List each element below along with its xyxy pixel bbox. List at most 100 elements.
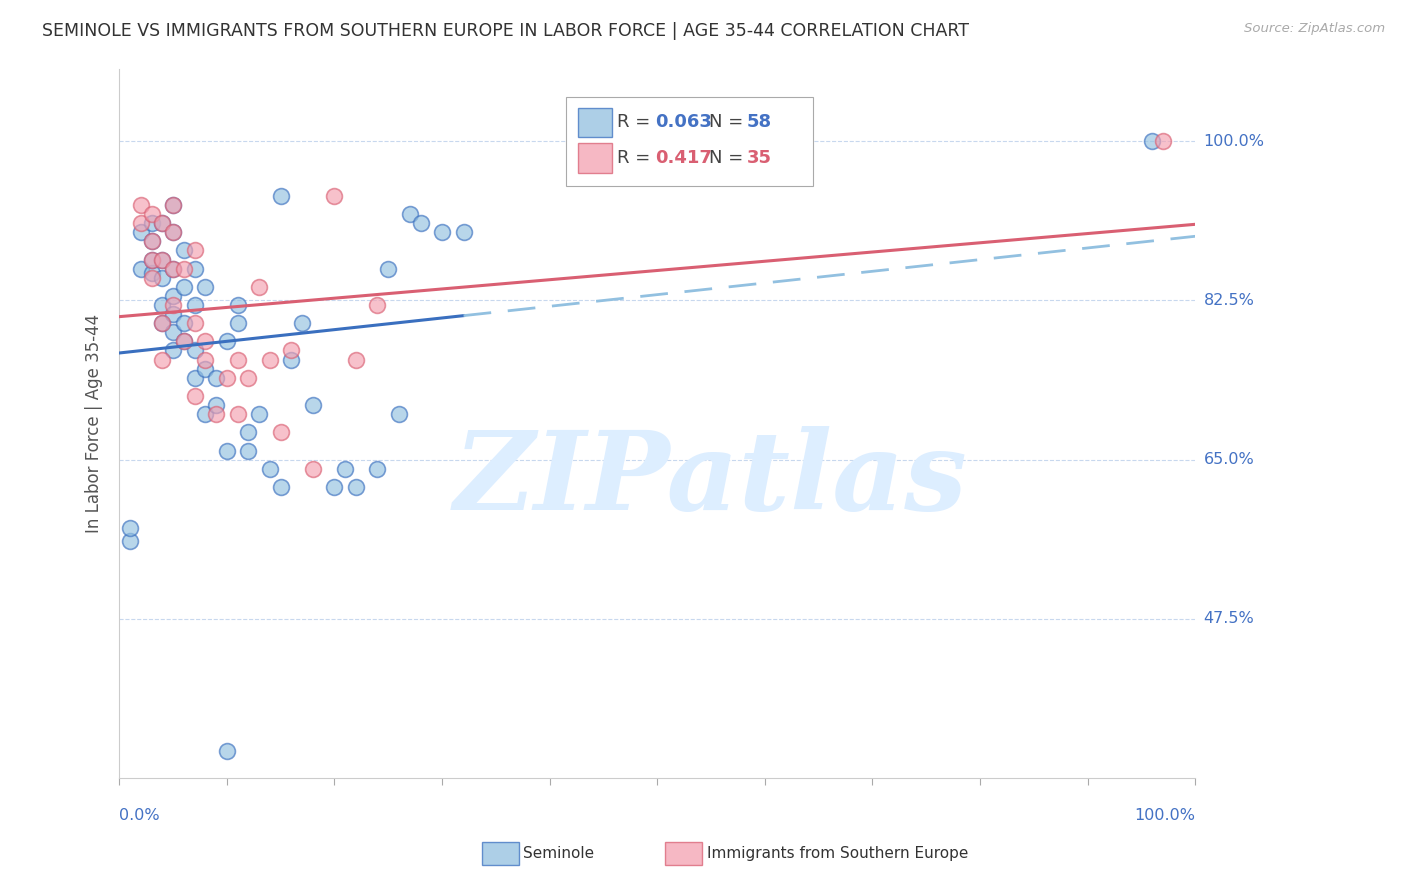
Point	[183, 298, 205, 312]
Point	[366, 298, 388, 312]
FancyBboxPatch shape	[565, 97, 813, 186]
Point	[238, 370, 260, 384]
Point	[183, 370, 205, 384]
Point	[183, 244, 205, 258]
Point	[323, 189, 346, 203]
Point	[162, 289, 184, 303]
Point	[162, 326, 184, 340]
Point	[215, 370, 238, 384]
Point	[302, 398, 325, 412]
Text: Seminole: Seminole	[523, 847, 595, 861]
Point	[226, 298, 249, 312]
Point	[194, 280, 217, 294]
Point	[280, 352, 302, 367]
Point	[173, 316, 195, 330]
Point	[141, 207, 163, 221]
Point	[150, 316, 173, 330]
Point	[215, 744, 238, 758]
Point	[173, 334, 195, 349]
Point	[162, 198, 184, 212]
Point	[141, 216, 163, 230]
Point	[344, 352, 367, 367]
Text: 47.5%: 47.5%	[1204, 611, 1254, 626]
Point	[173, 280, 195, 294]
Point	[150, 216, 173, 230]
Point	[150, 270, 173, 285]
Point	[280, 343, 302, 358]
Point	[183, 389, 205, 403]
Point	[194, 407, 217, 421]
Point	[150, 252, 173, 267]
Text: 35: 35	[747, 149, 772, 167]
Point	[270, 425, 292, 440]
Point	[129, 261, 152, 276]
Point	[141, 266, 163, 280]
Point	[238, 443, 260, 458]
Point	[205, 398, 228, 412]
Point	[398, 207, 420, 221]
Point	[150, 216, 173, 230]
Point	[162, 343, 184, 358]
Point	[141, 235, 163, 249]
Point	[247, 280, 270, 294]
Point	[259, 352, 281, 367]
Point	[388, 407, 411, 421]
Point	[150, 352, 173, 367]
Point	[270, 189, 292, 203]
Point	[118, 534, 141, 549]
Point	[205, 407, 228, 421]
Text: 0.417: 0.417	[655, 149, 711, 167]
Text: 0.063: 0.063	[655, 113, 711, 131]
FancyBboxPatch shape	[578, 143, 612, 173]
Point	[1140, 134, 1163, 148]
Point	[173, 334, 195, 349]
Point	[238, 425, 260, 440]
Point	[162, 307, 184, 321]
Point	[183, 316, 205, 330]
Text: 100.0%: 100.0%	[1204, 134, 1264, 149]
Point	[291, 316, 314, 330]
Point	[215, 443, 238, 458]
Point	[162, 225, 184, 239]
Text: 0.0%: 0.0%	[120, 808, 160, 823]
Point	[247, 407, 270, 421]
Point	[215, 334, 238, 349]
Point	[335, 461, 357, 475]
FancyBboxPatch shape	[578, 108, 612, 137]
Text: SEMINOLE VS IMMIGRANTS FROM SOUTHERN EUROPE IN LABOR FORCE | AGE 35-44 CORRELATI: SEMINOLE VS IMMIGRANTS FROM SOUTHERN EUR…	[42, 22, 969, 40]
Text: ZIPatlas: ZIPatlas	[454, 426, 967, 533]
Point	[226, 407, 249, 421]
Point	[183, 343, 205, 358]
Point	[162, 225, 184, 239]
Point	[194, 352, 217, 367]
Point	[150, 298, 173, 312]
Point	[141, 235, 163, 249]
Point	[323, 480, 346, 494]
Text: 82.5%: 82.5%	[1204, 293, 1254, 308]
Text: 100.0%: 100.0%	[1135, 808, 1195, 823]
Point	[194, 334, 217, 349]
Point	[226, 316, 249, 330]
Point	[129, 216, 152, 230]
Point	[1152, 134, 1174, 148]
Point	[205, 370, 228, 384]
Text: 58: 58	[747, 113, 772, 131]
Point	[162, 298, 184, 312]
Point	[377, 261, 399, 276]
Point	[141, 252, 163, 267]
Point	[430, 225, 453, 239]
Point	[162, 198, 184, 212]
Point	[183, 261, 205, 276]
Text: N =: N =	[709, 149, 744, 167]
Point	[173, 261, 195, 276]
Point	[270, 480, 292, 494]
Y-axis label: In Labor Force | Age 35-44: In Labor Force | Age 35-44	[86, 314, 103, 533]
Point	[173, 244, 195, 258]
Point	[150, 316, 173, 330]
Point	[366, 461, 388, 475]
Point	[409, 216, 432, 230]
Point	[150, 252, 173, 267]
Text: R =: R =	[617, 113, 651, 131]
Point	[141, 270, 163, 285]
Text: N =: N =	[709, 113, 744, 131]
